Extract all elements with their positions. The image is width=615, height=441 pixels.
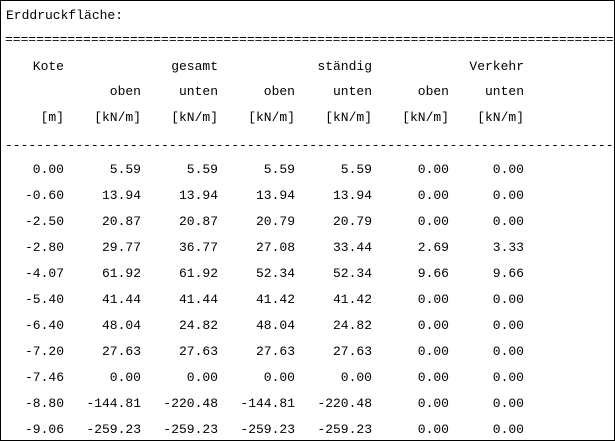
single-rule: ----------------------------------------… — [5, 138, 614, 153]
table-cell: 27.63 — [101, 344, 141, 359]
table-cell: 20.87 — [101, 214, 141, 229]
table-cell: 3.33 — [492, 240, 524, 255]
table-cell: -0.60 — [24, 188, 64, 203]
header-cell: [kN/m] — [402, 110, 449, 125]
table-cell: 33.44 — [332, 240, 372, 255]
table-cell: 5.59 — [109, 162, 141, 177]
table-cell: 20.87 — [178, 214, 218, 229]
table-cell: 61.92 — [101, 266, 141, 281]
table-cell: 5.59 — [186, 162, 218, 177]
table-cell: -5.40 — [24, 292, 64, 307]
table-cell: 48.04 — [255, 318, 295, 333]
table-cell: 2.69 — [417, 240, 449, 255]
table-cell: 0.00 — [492, 344, 524, 359]
table-cell: 0.00 — [417, 214, 449, 229]
header-cell: oben — [417, 84, 449, 99]
table-cell: -7.46 — [24, 370, 64, 385]
table-cell: -259.23 — [163, 422, 218, 437]
table-cell: 0.00 — [417, 422, 449, 437]
table-cell: 0.00 — [417, 344, 449, 359]
table-cell: 5.59 — [263, 162, 295, 177]
table-cell: 48.04 — [101, 318, 141, 333]
header-cell: [kN/m] — [248, 110, 295, 125]
header-cell: oben — [109, 84, 141, 99]
table-cell: -259.23 — [86, 422, 141, 437]
table-cell: -8.80 — [24, 396, 64, 411]
table-cell: 5.59 — [340, 162, 372, 177]
table-cell: 9.66 — [492, 266, 524, 281]
header-cell: Kote — [32, 59, 64, 74]
table-cell: 61.92 — [178, 266, 218, 281]
header-cell: [kN/m] — [325, 110, 372, 125]
header-cell: [kN/m] — [171, 110, 218, 125]
table-cell: 13.94 — [255, 188, 295, 203]
table-cell: 0.00 — [492, 162, 524, 177]
table-cell: 36.77 — [178, 240, 218, 255]
table-cell: 20.79 — [332, 214, 372, 229]
table-cell: -144.81 — [86, 396, 141, 411]
table-cell: 13.94 — [332, 188, 372, 203]
header-cell: gesamt — [171, 59, 218, 74]
table-cell: 41.44 — [178, 292, 218, 307]
table-cell: 0.00 — [492, 422, 524, 437]
table-cell: 0.00 — [492, 188, 524, 203]
table-cell: 0.00 — [492, 396, 524, 411]
table-cell: -220.48 — [163, 396, 218, 411]
table-cell: -4.07 — [24, 266, 64, 281]
header-cell: [kN/m] — [94, 110, 141, 125]
header-cell: oben — [263, 84, 295, 99]
table-cell: 52.34 — [255, 266, 295, 281]
header-cell: [kN/m] — [477, 110, 524, 125]
table-cell: 41.42 — [332, 292, 372, 307]
table-cell: -220.48 — [317, 396, 372, 411]
table-cell: 0.00 — [417, 292, 449, 307]
table-cell: -6.40 — [24, 318, 64, 333]
table-cell: -9.06 — [24, 422, 64, 437]
table-cell: 0.00 — [32, 162, 64, 177]
table-cell: 0.00 — [417, 396, 449, 411]
table-cell: -7.20 — [24, 344, 64, 359]
table-cell: 0.00 — [186, 370, 218, 385]
table-cell: 27.63 — [255, 344, 295, 359]
table-cell: -259.23 — [317, 422, 372, 437]
table-cell: 27.08 — [255, 240, 295, 255]
table-cell: 0.00 — [417, 318, 449, 333]
table-cell: 24.82 — [332, 318, 372, 333]
table-cell: 0.00 — [417, 162, 449, 177]
table-cell: 0.00 — [492, 370, 524, 385]
table-cell: 27.63 — [332, 344, 372, 359]
table-cell: 41.44 — [101, 292, 141, 307]
table-cell: 41.42 — [255, 292, 295, 307]
header-cell: Verkehr — [469, 59, 524, 74]
table-cell: 0.00 — [109, 370, 141, 385]
table-cell: 0.00 — [417, 188, 449, 203]
table-cell: 13.94 — [178, 188, 218, 203]
double-rule: ========================================… — [5, 32, 614, 47]
table-cell: 13.94 — [101, 188, 141, 203]
table-cell: 0.00 — [340, 370, 372, 385]
header-cell: unten — [178, 84, 218, 99]
table-cell: -144.81 — [240, 396, 295, 411]
section-title: Erddruckfläche: — [6, 8, 124, 23]
header-cell: unten — [484, 84, 524, 99]
table-cell: 0.00 — [263, 370, 295, 385]
table-cell: -2.50 — [24, 214, 64, 229]
table-cell: 29.77 — [101, 240, 141, 255]
table-cell: 0.00 — [492, 214, 524, 229]
table-cell: 20.79 — [255, 214, 295, 229]
header-cell: [m] — [40, 110, 64, 125]
header-cell: ständig — [317, 59, 372, 74]
table-cell: 9.66 — [417, 266, 449, 281]
table-cell: 52.34 — [332, 266, 372, 281]
header-cell: unten — [332, 84, 372, 99]
table-cell: -259.23 — [240, 422, 295, 437]
table-cell: -2.80 — [24, 240, 64, 255]
table-cell: 0.00 — [492, 318, 524, 333]
table-cell: 27.63 — [178, 344, 218, 359]
table-cell: 24.82 — [178, 318, 218, 333]
table-cell: 0.00 — [417, 370, 449, 385]
table-cell: 0.00 — [492, 292, 524, 307]
